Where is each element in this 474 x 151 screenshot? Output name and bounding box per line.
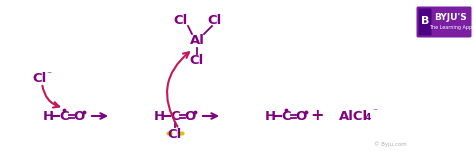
Text: O: O xyxy=(73,109,85,122)
Text: © Byju.com: © Byju.com xyxy=(374,141,406,147)
Text: +: + xyxy=(310,109,324,124)
Text: C: C xyxy=(59,109,69,122)
Text: Cl: Cl xyxy=(208,14,222,27)
Text: 4: 4 xyxy=(365,114,371,122)
Text: Al: Al xyxy=(190,34,204,48)
Text: O: O xyxy=(295,109,307,122)
Text: B: B xyxy=(421,16,429,26)
Text: Cl: Cl xyxy=(174,14,188,27)
Text: The Learning App: The Learning App xyxy=(429,24,473,29)
Text: H: H xyxy=(154,109,164,122)
Text: Cl: Cl xyxy=(33,72,47,85)
Text: H: H xyxy=(43,109,54,122)
Text: C: C xyxy=(170,109,180,122)
FancyBboxPatch shape xyxy=(419,8,431,35)
Text: ⁻: ⁻ xyxy=(372,107,377,117)
Text: AlCl: AlCl xyxy=(339,109,368,122)
FancyBboxPatch shape xyxy=(417,6,472,37)
Text: O: O xyxy=(184,109,196,122)
Text: Cl: Cl xyxy=(190,55,204,67)
Text: Cl: Cl xyxy=(168,127,182,140)
Text: ⁻: ⁻ xyxy=(46,70,52,80)
Text: H: H xyxy=(264,109,275,122)
Text: C: C xyxy=(281,109,291,122)
Text: BYJU'S: BYJU'S xyxy=(435,13,467,22)
